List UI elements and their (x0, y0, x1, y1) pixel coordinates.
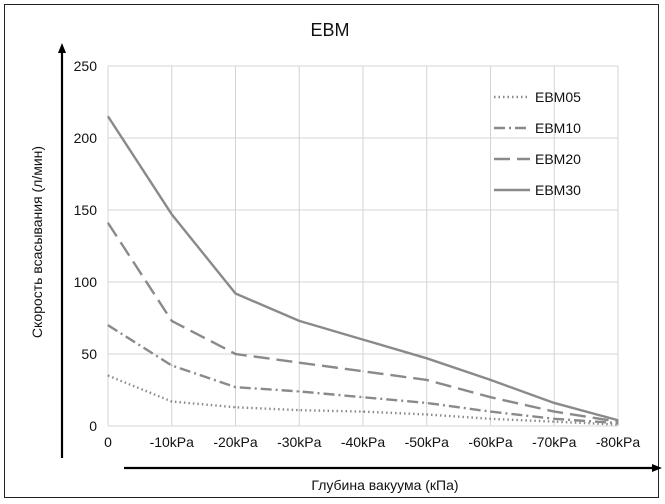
y-tick-label: 100 (74, 274, 98, 290)
data-point-ebm30 (489, 379, 492, 381)
data-point-ebm05 (298, 409, 300, 411)
data-point-ebm05 (426, 413, 428, 416)
y-tick-labels: 0 50 100 150 200 250 (74, 58, 98, 434)
series-line-ebm05 (107, 374, 619, 426)
data-point-ebm20 (489, 396, 492, 398)
data-point-ebm10 (298, 390, 300, 393)
y-axis-label: Скорость всасывания (л/мин) (29, 146, 45, 338)
data-point-ebm10 (234, 386, 237, 388)
data-point-ebm05 (489, 418, 492, 420)
x-tick-labels: 0 -10kPa -20kPa -30kPa -40kPa -50kPa -60kPa -70… (104, 434, 640, 450)
data-point-ebm20 (362, 370, 364, 372)
legend-label: EBM05 (535, 89, 581, 105)
data-point-ebm10 (553, 418, 555, 420)
data-point-ebm30 (234, 292, 237, 295)
data-point-ebm30 (553, 402, 555, 404)
x-tick-label: -30kPa (277, 434, 322, 450)
legend-label: EBM30 (535, 182, 581, 198)
x-tick-label: -40kPa (341, 434, 386, 450)
data-point-ebm30 (362, 339, 364, 341)
chart-title: EBM (310, 20, 349, 40)
x-tick-label: -60kPa (468, 434, 513, 450)
data-point-ebm05 (234, 406, 237, 408)
data-point-ebm20 (107, 222, 109, 224)
legend-label: EBM20 (535, 151, 581, 167)
data-point-ebm30 (107, 115, 109, 117)
grid (107, 65, 619, 427)
data-point-ebm05 (171, 400, 173, 403)
x-axis-label: Глубина вакуума (кПа) (311, 477, 458, 493)
series-line-ebm20 (106, 222, 619, 423)
x-tick-label: 0 (104, 434, 112, 450)
data-point-ebm20 (298, 362, 300, 364)
y-tick-label: 150 (74, 202, 98, 218)
data-point-ebm30 (298, 320, 300, 322)
data-point-ebm30 (426, 357, 428, 359)
y-tick-label: 200 (74, 130, 98, 146)
data-point-ebm10 (489, 411, 492, 413)
legend: EBM05 EBM10 EBM20 EBM30 (494, 89, 581, 198)
data-point-ebm10 (426, 402, 428, 404)
data-point-ebm20 (426, 379, 428, 381)
legend-label: EBM10 (535, 120, 581, 136)
chart-frame (4, 4, 659, 498)
x-tick-label: -80kPa (596, 434, 641, 450)
x-tick-label: -10kPa (150, 434, 195, 450)
data-point-ebm05 (107, 375, 109, 377)
data-point-ebm20 (617, 421, 619, 423)
x-tick-label: -50kPa (405, 434, 450, 450)
series-line-ebm10 (107, 324, 619, 425)
data-point-ebm20 (171, 320, 173, 322)
y-tick-label: 0 (89, 418, 97, 434)
data-point-ebm20 (234, 353, 237, 355)
x-tick-label: -20kPa (213, 434, 258, 450)
data-point-ebm10 (171, 364, 173, 367)
data-point-ebm20 (553, 411, 555, 413)
data-point-ebm10 (362, 396, 364, 398)
data-point-ebm30 (171, 213, 173, 215)
data-point-ebm05 (553, 421, 555, 423)
data-point-ebm05 (362, 411, 364, 413)
x-tick-label: -70kPa (532, 434, 577, 450)
y-tick-label: 250 (74, 58, 98, 74)
data-point-ebm10 (107, 324, 109, 326)
y-tick-label: 50 (81, 346, 97, 362)
data-point-ebm30 (617, 419, 619, 421)
series-layer (106, 115, 619, 426)
